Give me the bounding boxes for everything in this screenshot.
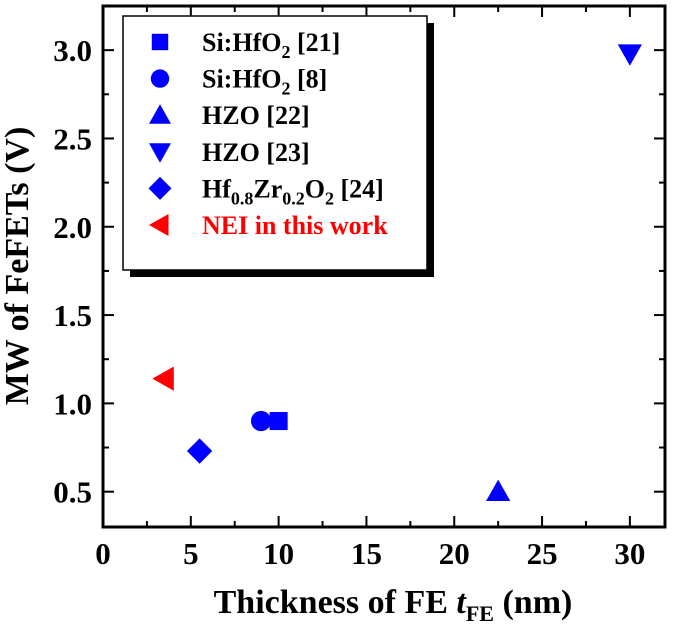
point-s8 — [250, 410, 272, 432]
legend-item-s21: Si:HfO2 [21] — [151, 28, 340, 62]
legend-item-s8: Si:HfO2 [8] — [150, 65, 327, 99]
legend-label-h22: HZO [22] — [202, 101, 310, 130]
legend-label-h23: HZO [23] — [202, 138, 310, 167]
y-tick-label: 2.5 — [53, 121, 92, 156]
x-tick-label: 5 — [183, 536, 199, 571]
point-h22 — [486, 479, 511, 502]
x-axis-title-sub: FE — [466, 601, 494, 625]
x-tick-label: 30 — [614, 536, 645, 571]
y-tick-label: 1.0 — [53, 386, 92, 421]
axis-ticks — [102, 6, 665, 527]
legend-label-s8: Si:HfO2 [8] — [202, 65, 327, 99]
x-tick-label: 25 — [527, 536, 558, 571]
x-axis-title: Thickness of FE tFE (nm) — [214, 584, 573, 625]
x-tick-label: 0 — [95, 536, 111, 571]
y-tick-label: 2.0 — [53, 210, 92, 245]
x-axis-title-var: t — [456, 584, 467, 621]
legend-marker-h23 — [149, 143, 171, 163]
legend-marker-s8 — [150, 69, 170, 88]
point-h23 — [617, 44, 642, 66]
legend-label-hz24: Hf0.8Zr0.2O2 [24] — [202, 174, 384, 208]
legend-label-nei: NEI in this work — [202, 211, 388, 240]
legend-marker-nei — [149, 214, 169, 236]
y-tick-label: 1.5 — [53, 298, 92, 333]
legend-item-h22: HZO [22] — [149, 101, 310, 130]
legend-box — [122, 15, 428, 271]
plot-frame — [101, 4, 667, 529]
point-hz24 — [186, 438, 213, 464]
legend-marker-h22 — [149, 104, 171, 124]
legend-item-hz24: Hf0.8Zr0.2O2 [24] — [148, 174, 384, 208]
x-tick-label: 15 — [351, 536, 382, 571]
y-tick-label: 3.0 — [53, 33, 92, 68]
point-s21 — [269, 412, 288, 431]
y-tick-labels: 0.5 1.0 1.5 2.0 2.5 3.0 — [53, 33, 92, 510]
legend-item-h23: HZO [23] — [149, 138, 310, 167]
x-tick-label: 20 — [439, 536, 470, 571]
point-nei — [152, 366, 174, 391]
legend-marker-hz24 — [148, 176, 172, 200]
legend-marker-s21 — [151, 33, 169, 51]
legend: Si:HfO2 [21]Si:HfO2 [8]HZO [22] HZO [23] H… — [122, 15, 434, 277]
legend-label-s21: Si:HfO2 [21] — [202, 28, 340, 62]
legend-item-nei: NEI in this work — [149, 211, 388, 240]
y-axis-title: MW of FeFETs (V) — [0, 127, 36, 406]
x-axis-title-unit: (nm) — [494, 584, 572, 621]
y-tick-label: 0.5 — [53, 475, 92, 510]
x-axis-title-main: Thickness of FE — [214, 584, 457, 621]
x-tick-labels: 0 5 10 15 20 25 30 — [95, 536, 645, 571]
x-tick-label: 10 — [263, 536, 294, 571]
data-points — [152, 44, 642, 502]
